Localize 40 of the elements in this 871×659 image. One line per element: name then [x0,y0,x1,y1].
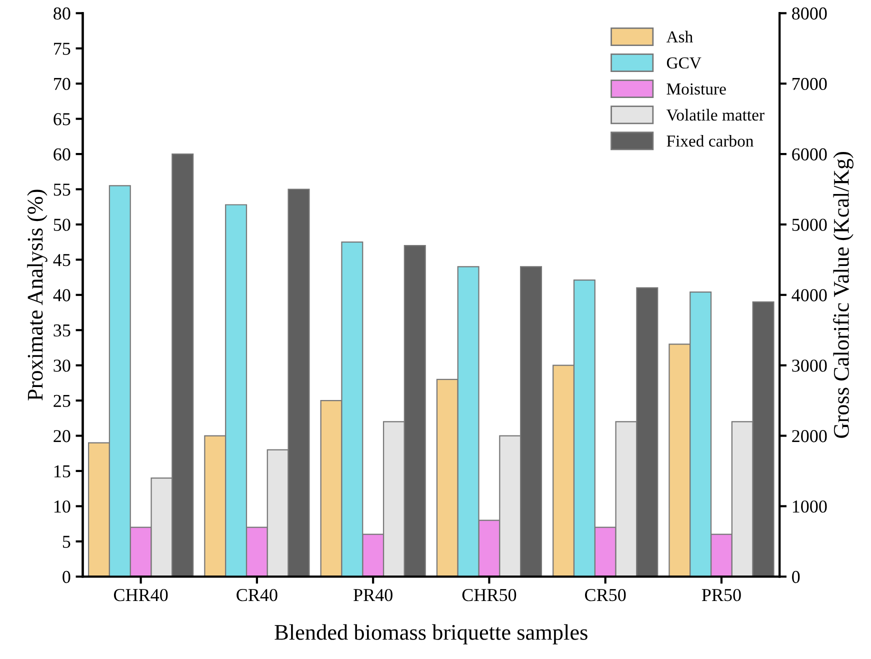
y-tick-label: 35 [54,324,70,337]
legend-label: Volatile matter [666,108,764,121]
x-tick-label: CHR40 [114,588,168,602]
x-tick-label: CR50 [585,588,626,602]
y-tick-label: 45 [53,254,70,266]
y-tick-label: 75 [54,42,70,55]
y2-tick-label: 3000 [792,360,827,372]
x-axis-title: Blended biomass briquette samples [274,624,588,644]
y-tick-label: 55 [54,184,70,196]
y-axis-title: Proximate Analysis (%) [27,190,48,400]
y2-tick-label: 4000 [792,289,827,302]
legend-label: Fixed carbon [666,134,754,147]
y-tick-label: 40 [53,289,70,302]
x-tick-label: PR40 [354,588,392,602]
y2-tick-label: 0 [792,570,800,584]
y2-tick-label: 7000 [792,78,827,90]
y-tick-label: 5 [62,536,70,548]
y-tick-label: 10 [54,500,70,513]
y-tick-label: 0 [62,570,70,584]
y-tick-label: 65 [54,113,70,126]
y2-tick-label: 5000 [792,218,827,231]
y-tick-label: 25 [54,394,70,407]
legend-label: Moisture [666,83,726,95]
y-tick-label: 70 [54,78,70,90]
x-tick-label: CHR50 [462,588,516,602]
y-tick-label: 30 [54,360,70,372]
y2-axis-title: Gross Calorific Value (Kcal/Kg) [833,152,854,438]
legend-label: Ash [666,30,693,43]
x-tick-label: PR50 [702,588,741,602]
y-tick-label: 60 [54,148,70,160]
y-tick-label: 20 [54,430,70,442]
y2-tick-label: 2000 [792,430,827,442]
y2-tick-label: 8000 [792,7,827,20]
y2-tick-label: 6000 [792,148,827,160]
y-tick-label: 15 [54,465,70,478]
y2-tick-label: 1000 [792,500,827,513]
y-tick-label: 50 [54,218,70,231]
x-tick-label: CR40 [236,588,278,602]
legend-label: GCV [666,57,702,69]
y-tick-label: 80 [54,7,70,20]
